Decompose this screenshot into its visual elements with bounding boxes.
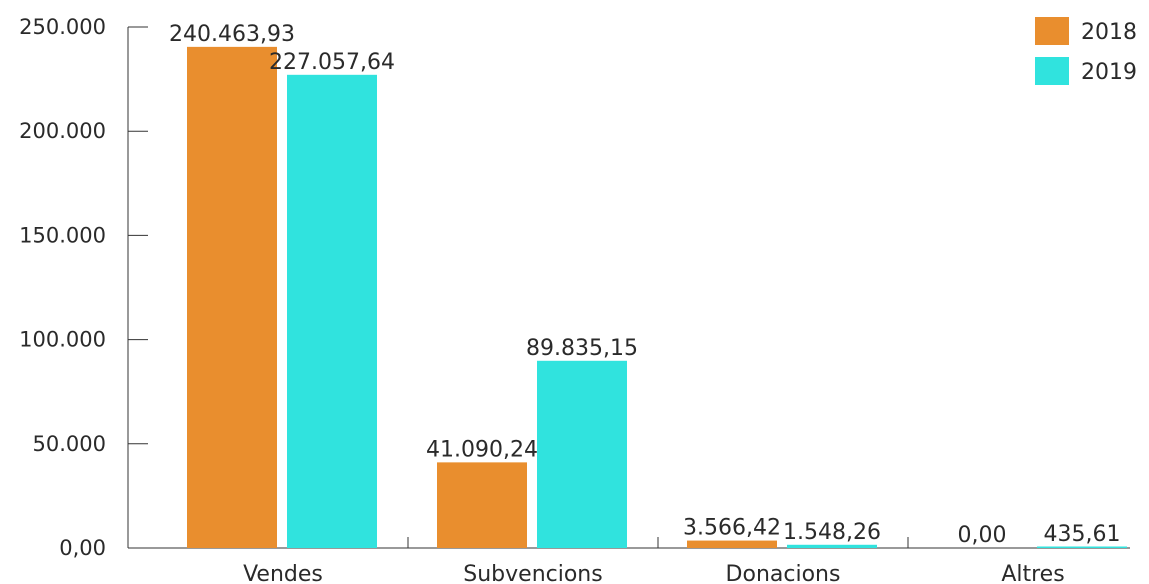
data-label: 240.463,93 [169,22,295,47]
bar-2018-subvencions[interactable] [437,462,527,548]
bar-2019-subvencions[interactable] [537,360,627,548]
data-label: 435,61 [1044,522,1121,547]
legend-swatch-2019 [1035,57,1069,85]
data-label: 227.057,64 [269,50,395,75]
bar-2018-vendes[interactable] [187,46,277,548]
y-tick-label: 50.000 [33,432,106,456]
legend-swatch-2018 [1035,17,1069,45]
x-tick-label: Vendes [243,562,323,584]
bar-2019-altres[interactable] [1037,546,1127,549]
x-tick-label: Donacions [726,562,841,584]
bar-2018-donacions[interactable] [687,540,777,548]
bars [187,46,1127,549]
legend-label: 2019 [1081,60,1137,85]
data-label: 41.090,24 [426,437,538,462]
x-axis: Vendes Subvencions Donacions Altres [128,537,1130,584]
data-label: 3.566,42 [683,516,781,541]
y-tick-label: 150.000 [19,223,106,247]
data-label: 0,00 [958,523,1007,548]
x-tick-label: Altres [1001,562,1064,584]
y-tick-label: 0,00 [59,536,106,560]
data-labels: 240.463,93 41.090,24 3.566,42 0,00 227.057,6… [169,22,1120,548]
bar-2019-donacions[interactable] [787,544,877,548]
y-axis: 0,00 50.000 100.000 150.000 200.000 250.000 [19,15,148,560]
bar-2019-vendes[interactable] [287,74,377,548]
legend-label: 2018 [1081,20,1137,45]
data-label: 1.548,26 [783,520,881,545]
y-tick-label: 250.000 [19,15,106,39]
y-tick-label: 200.000 [19,119,106,143]
x-tick-label: Subvencions [463,562,602,584]
legend: 2018 2019 [1035,17,1137,85]
data-label: 89.835,15 [526,336,638,361]
y-tick-label: 100.000 [19,328,106,352]
